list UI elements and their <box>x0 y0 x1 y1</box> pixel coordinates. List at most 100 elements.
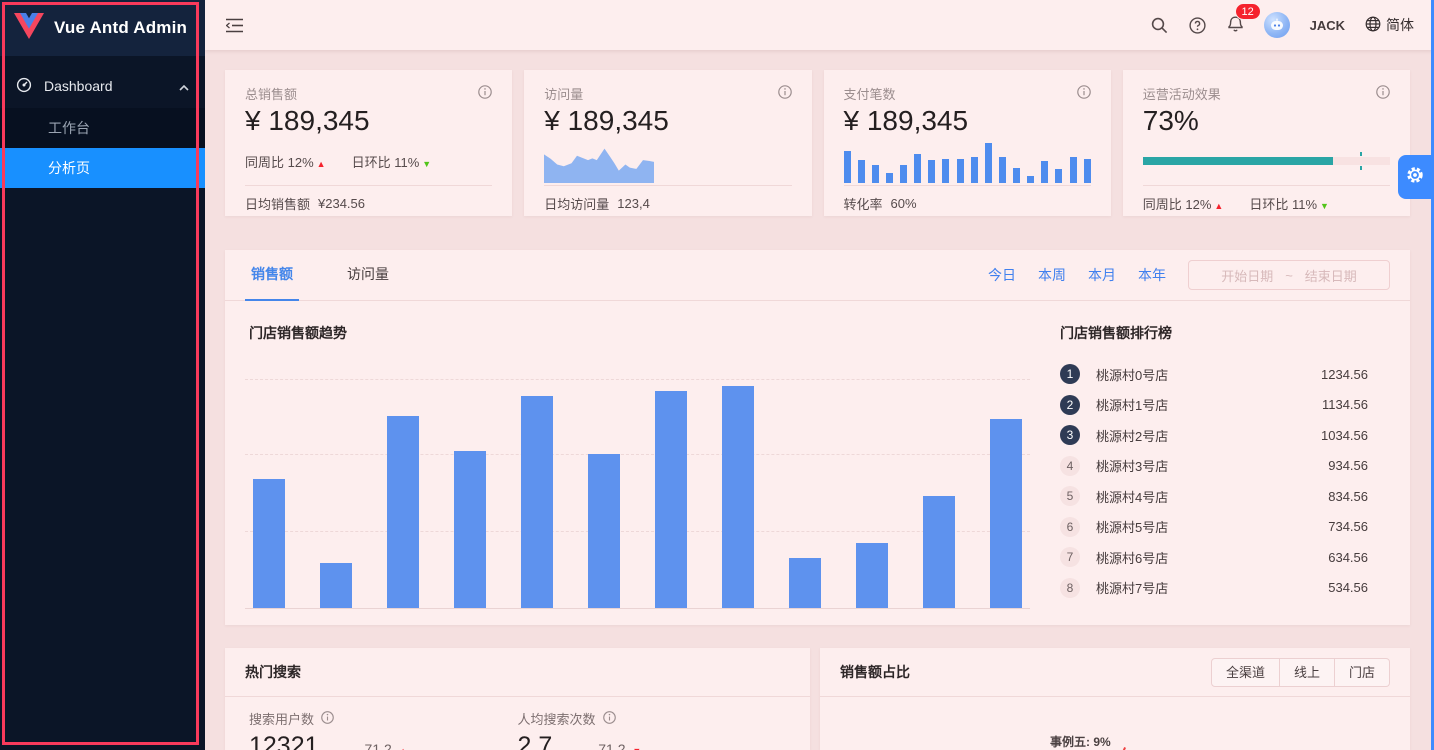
date-filters: 今日 本周 本月 本年 开始日期 ~ 结束日期 <box>988 260 1390 290</box>
question-circle-icon[interactable] <box>1189 16 1207 34</box>
info-icon[interactable] <box>1076 85 1091 102</box>
rank-row: 8 桃源村7号店 534.56 <box>1060 573 1390 604</box>
date-range-picker[interactable]: 开始日期 ~ 结束日期 <box>1188 260 1390 290</box>
settings-gear-button[interactable] <box>1398 155 1431 199</box>
sales-trend-chart-area: 门店销售额趋势 <box>245 301 1060 609</box>
sales-bar <box>521 396 553 608</box>
mini-bar <box>885 173 893 183</box>
store-name: 桃源村1号店 <box>1096 398 1169 414</box>
rank-badge: 4 <box>1060 455 1080 476</box>
card-title: 支付笔数 <box>843 87 896 102</box>
rank-row: 1 桃源村0号店 1234.56 <box>1060 359 1390 390</box>
header-actions: 12 JACK 简体 <box>1151 2 1414 38</box>
mini-bar <box>1055 168 1063 183</box>
store-name: 桃源村3号店 <box>1096 459 1169 475</box>
store-name: 桃源村2号店 <box>1096 428 1169 444</box>
sales-bar <box>454 451 486 608</box>
channel-store-button[interactable]: 门店 <box>1334 657 1390 687</box>
mini-bar <box>900 164 907 183</box>
store-sales-bar-chart <box>245 359 1030 609</box>
store-name: 桃源村0号店 <box>1096 367 1169 383</box>
card-title: 总销售额 <box>245 87 298 102</box>
mini-bar <box>1041 161 1049 183</box>
menu-fold-icon[interactable] <box>225 16 243 34</box>
mini-bar <box>942 158 950 183</box>
date-start-placeholder: 开始日期 <box>1221 268 1274 284</box>
tab-sales[interactable]: 销售额 <box>245 250 299 301</box>
sales-bar <box>722 386 754 608</box>
info-icon[interactable] <box>478 85 493 102</box>
stat-delta: 71.2 ▼ <box>598 741 641 750</box>
sales-bar <box>588 453 620 608</box>
rank-row: 3 桃源村2号店 1034.56 <box>1060 420 1390 451</box>
caret-down-icon: ▼ <box>422 158 432 169</box>
info-icon[interactable] <box>777 85 792 102</box>
channel-all-button[interactable]: 全渠道 <box>1210 657 1280 687</box>
rank-row: 4 桃源村3号店 934.56 <box>1060 451 1390 482</box>
tab-visits[interactable]: 访问量 <box>347 265 389 282</box>
card-operations: 运营活动效果 73% 同周比 12% ▲ 日环比 11% ▼ <box>1122 70 1410 216</box>
info-icon[interactable] <box>321 710 334 727</box>
store-name: 桃源村7号店 <box>1096 581 1169 597</box>
rank-row: 5 桃源村4号店 834.56 <box>1060 481 1390 512</box>
card-total-sales: 总销售额 ¥ 189,345 同周比 12% ▲ 日环比 11% ▼ 日均销售额 ¥… <box>225 70 513 216</box>
caret-down-icon: ▼ <box>1320 200 1329 211</box>
sales-bar <box>923 495 955 608</box>
rank-badge: 6 <box>1060 516 1080 537</box>
avatar[interactable] <box>1263 12 1290 38</box>
sidebar-item-analysis[interactable]: 分析页 <box>0 148 205 188</box>
chevron-up-icon <box>179 78 189 94</box>
mini-bar <box>857 160 865 183</box>
mini-bar <box>984 142 992 183</box>
logo[interactable]: Vue Antd Admin <box>0 0 205 56</box>
language-switch[interactable]: 简体 <box>1365 15 1414 35</box>
card-value: ¥ 189,345 <box>544 105 669 136</box>
info-icon[interactable] <box>602 710 616 727</box>
user-name[interactable]: JACK <box>1309 17 1345 33</box>
avg-search-stat: 人均搜索次数 2.7 71.2 ▼ <box>518 709 787 750</box>
store-sales-value: 734.56 <box>1328 519 1368 535</box>
search-icon[interactable] <box>1151 16 1169 34</box>
card-visits: 访问量 ¥ 189,345 日均访问量 123,4 <box>524 70 812 216</box>
store-sales-value: 534.56 <box>1328 580 1368 596</box>
gridline <box>245 530 1030 532</box>
store-name: 桃源村6号店 <box>1096 550 1169 566</box>
settings-drawer-edge <box>1431 0 1434 750</box>
panel-title: 热门搜索 <box>245 664 301 680</box>
mini-bar <box>998 157 1006 183</box>
store-sales-value: 1234.56 <box>1321 366 1368 382</box>
store-sales-value: 634.56 <box>1328 549 1368 565</box>
caret-up-icon: ▲ <box>1214 200 1224 211</box>
top-header: 12 JACK 简体 <box>205 0 1434 50</box>
gear-icon <box>1405 165 1425 190</box>
footer-label: 日均访问量 <box>544 196 610 212</box>
mini-bar <box>1027 176 1035 183</box>
mini-bar <box>970 157 978 183</box>
mini-bar <box>956 158 964 183</box>
notification-bell[interactable]: 12 <box>1227 2 1261 37</box>
filter-week[interactable]: 本周 <box>1038 267 1066 283</box>
footer-value: 60% <box>890 195 917 211</box>
gridline <box>245 453 1030 455</box>
language-label: 简体 <box>1386 17 1414 33</box>
channel-online-button[interactable]: 线上 <box>1279 657 1335 687</box>
card-payments: 支付笔数 ¥ 189,345 转化率 60% <box>823 70 1111 216</box>
filter-today[interactable]: 今日 <box>988 267 1016 283</box>
sidebar-item-dashboard[interactable]: Dashboard <box>0 64 205 108</box>
sidebar-item-workbench[interactable]: 工作台 <box>0 108 205 148</box>
rank-badge: 1 <box>1060 364 1080 385</box>
filter-year[interactable]: 本年 <box>1138 267 1166 283</box>
stat-delta: 71.2 ▲ <box>365 741 408 750</box>
rank-badge: 3 <box>1060 425 1080 446</box>
trend-row: 同周比 12% ▲ 日环比 11% ▼ <box>245 154 432 170</box>
progress-target-marker <box>1360 152 1363 156</box>
sidebar-item-label: Dashboard <box>44 78 113 94</box>
stat-label: 人均搜索次数 <box>517 712 596 727</box>
rank-row: 6 桃源村5号店 734.56 <box>1060 512 1390 543</box>
info-icon[interactable] <box>1376 85 1390 102</box>
pie-slice-label: 事例五: 9% <box>1050 735 1111 749</box>
date-end-placeholder: 结束日期 <box>1304 268 1357 284</box>
filter-month[interactable]: 本月 <box>1088 267 1116 283</box>
mini-bar <box>1013 167 1020 183</box>
sales-bar <box>990 418 1022 608</box>
